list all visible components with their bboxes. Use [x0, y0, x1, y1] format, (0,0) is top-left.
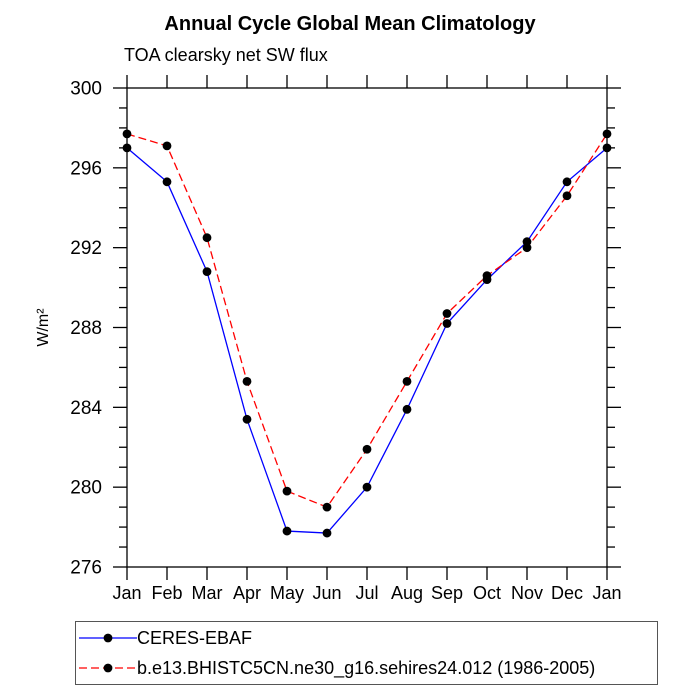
data-point-0: [402, 404, 412, 414]
x-tick-label: Jan: [592, 583, 621, 603]
data-point-1: [122, 129, 132, 139]
data-point-1: [522, 243, 532, 253]
data-point-0: [122, 143, 132, 153]
y-tick-label: 300: [70, 79, 102, 100]
chart-title: Annual Cycle Global Mean Climatology: [164, 13, 536, 35]
data-point-0: [242, 414, 252, 424]
x-tick-label: Feb: [151, 583, 182, 603]
data-point-0: [202, 267, 212, 277]
legend-sample-marker: [103, 633, 113, 643]
series-line-0: [126, 147, 608, 534]
x-tick-label: Jun: [312, 583, 341, 603]
x-tick-label: Nov: [511, 583, 543, 603]
x-tick-label: Aug: [391, 583, 423, 603]
x-tick-label: Mar: [192, 583, 223, 603]
legend-label-ceres-ebaf: CERES-EBAF: [137, 627, 253, 648]
data-point-1: [602, 129, 612, 139]
data-point-1: [202, 233, 212, 243]
chart-subtitle: TOA clearsky net SW flux: [124, 45, 328, 65]
plot-box: [126, 87, 608, 568]
data-point-0: [602, 143, 612, 153]
legend-sample-marker: [103, 663, 113, 673]
legend-line-sample-solid: [79, 633, 137, 643]
data-point-1: [402, 376, 412, 386]
legend: CERES-EBAF b.e13.BHISTC5CN.ne30_g16.sehi…: [75, 621, 658, 685]
data-point-1: [562, 191, 572, 201]
data-point-1: [322, 502, 332, 512]
data-point-1: [442, 309, 452, 318]
x-tick-label: Apr: [233, 583, 261, 603]
legend-label-model: b.e13.BHISTC5CN.ne30_g16.sehires24.012 (…: [137, 657, 596, 678]
data-point-0: [322, 528, 332, 538]
data-point-0: [562, 177, 572, 187]
data-point-0: [282, 526, 292, 536]
x-tick-label: Oct: [473, 583, 501, 603]
data-point-0: [442, 319, 452, 328]
legend-item-model: b.e13.BHISTC5CN.ne30_g16.sehires24.012 (…: [79, 654, 657, 682]
data-point-0: [362, 482, 372, 492]
data-point-1: [242, 376, 252, 386]
x-tick-label: May: [270, 583, 304, 603]
x-tick-label: Dec: [551, 583, 583, 603]
y-tick-label: 288: [70, 318, 102, 339]
y-tick-label: 296: [70, 158, 102, 179]
data-point-1: [362, 444, 372, 454]
x-tick-label: Jul: [355, 583, 378, 603]
y-axis-title: W/m²: [35, 308, 52, 347]
y-tick-label: 292: [70, 238, 102, 259]
y-tick-label: 284: [70, 398, 102, 419]
data-point-1: [282, 486, 292, 496]
x-tick-label: Sep: [431, 583, 463, 603]
y-tick-label: 280: [70, 478, 102, 499]
x-tick-label: Jan: [112, 583, 141, 603]
legend-line-sample-dashed: [79, 663, 137, 673]
data-point-0: [162, 177, 172, 187]
y-tick-label: 276: [70, 558, 102, 579]
legend-item-ceres-ebaf: CERES-EBAF: [79, 624, 657, 652]
data-point-1: [482, 271, 492, 281]
data-point-1: [162, 141, 172, 151]
